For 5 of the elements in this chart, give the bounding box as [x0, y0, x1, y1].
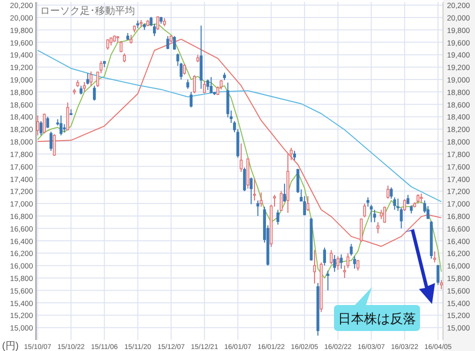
- chart-title: ローソク足･移動平均: [40, 5, 135, 17]
- y-axis-title: (円): [2, 341, 19, 351]
- line-series: [37, 50, 442, 202]
- line-series: [37, 38, 442, 247]
- annotation: 日本株は反落: [338, 312, 416, 327]
